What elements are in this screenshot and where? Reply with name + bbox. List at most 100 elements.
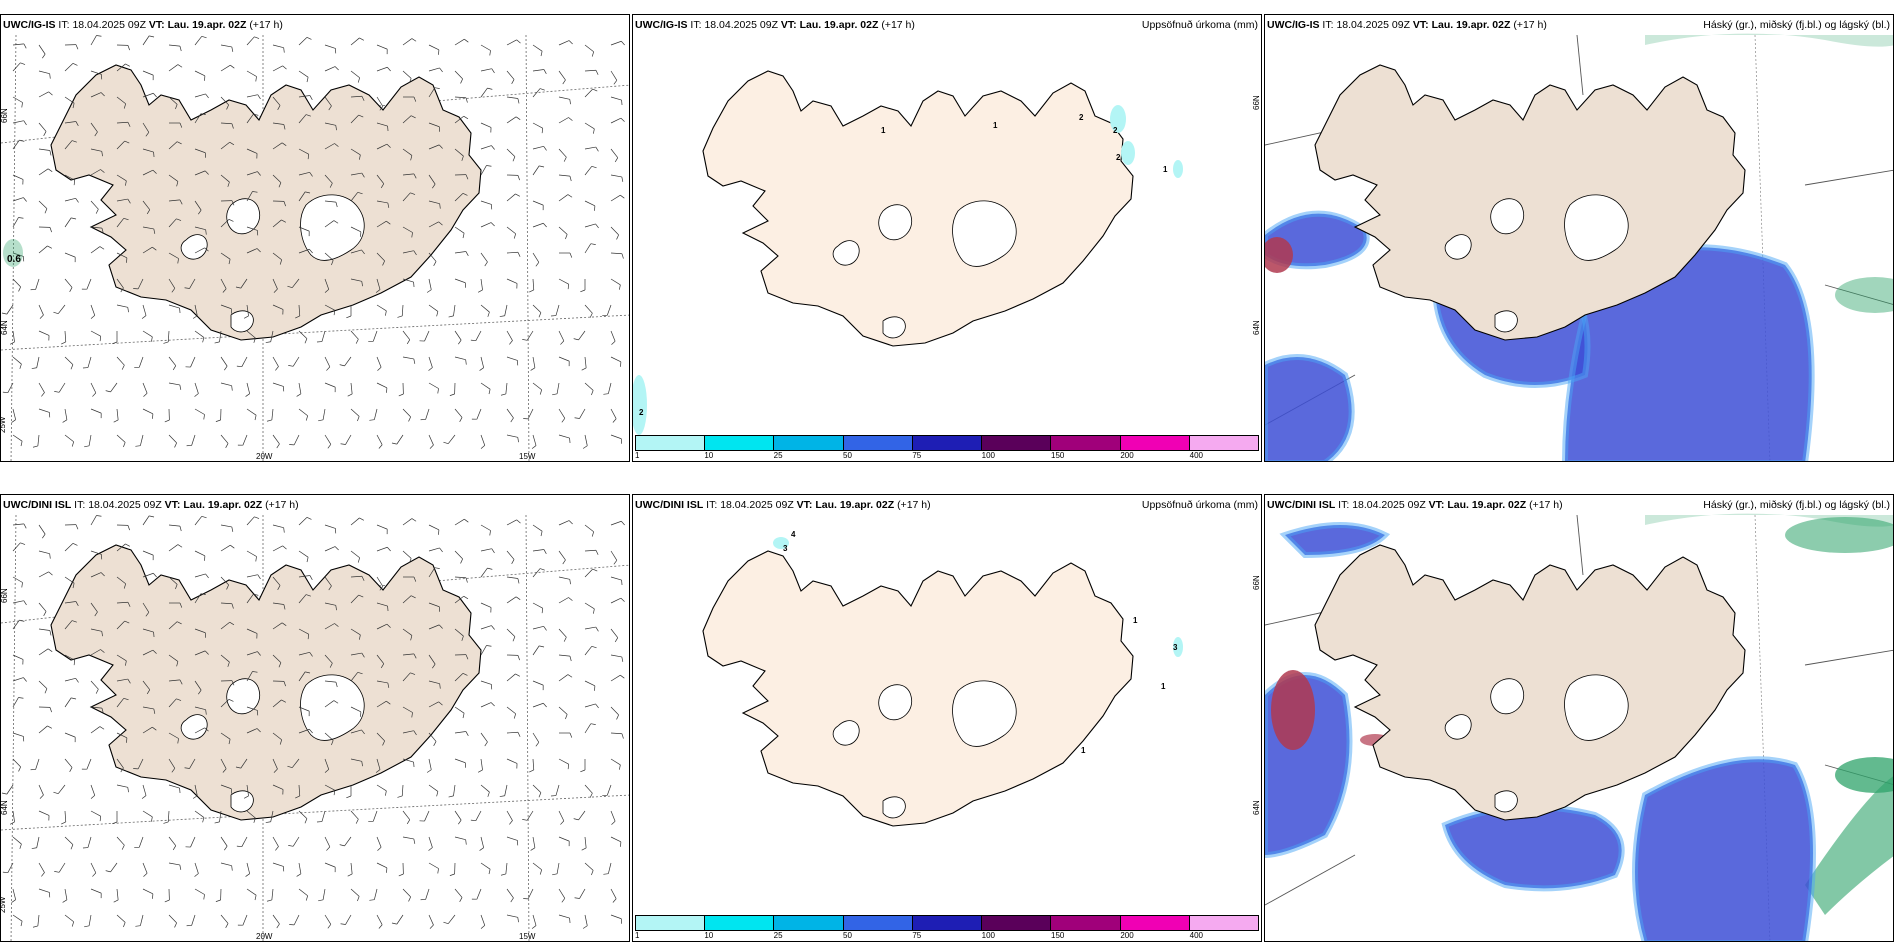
wind-barb [185,356,196,368]
iceland-landmass [50,64,482,341]
wind-barb [506,96,520,104]
colorbar-tick-label: 25 [773,931,783,940]
wind-barb [522,330,534,341]
wind-barb [610,888,617,903]
wind-barb [350,95,365,101]
wind-barb [168,64,183,72]
graticule-line [525,34,530,461]
wind-barb [116,434,126,448]
wind-barb [558,810,565,825]
wind-barb [298,651,313,657]
wind-barb [402,888,411,902]
wind-barb [584,524,595,537]
wind-barb [246,113,259,124]
wind-barb [584,645,597,656]
wind-barb [168,44,182,52]
wind-barb [480,680,493,690]
wind-barb [610,550,618,565]
mid-cloud-area [1445,807,1622,889]
wind-barb [220,356,228,371]
wind-barb [116,304,129,313]
wind-barb [428,382,439,394]
wind-barb [236,836,248,848]
wind-barb [84,914,92,928]
wind-barb [454,518,469,526]
wind-barb [2,382,14,394]
wind-barb [610,576,623,586]
wind-barb [168,141,182,150]
wind-barb [12,252,25,262]
wind-barb [12,654,24,665]
wind-barb [289,434,300,446]
wind-barb [531,914,537,929]
wind-barb [235,758,248,769]
wind-barb [194,382,199,397]
wind-barb [12,732,25,742]
wind-barb [116,278,124,293]
wind-barb [295,784,301,799]
wind-barb [350,191,363,202]
wind-barb [428,44,440,55]
wind-barb [12,120,27,126]
grid-label: 20W [256,932,273,941]
wind-barb [610,148,619,163]
wind-barb [559,252,573,258]
wind-barb [54,862,66,873]
wind-barb [376,700,391,708]
wind-barb [318,888,326,902]
wind-barb [454,251,469,257]
colorbar-tick-label: 50 [843,931,852,940]
wind-barb [116,758,124,773]
wind-barb [402,148,413,161]
wind-barb [31,836,40,849]
wind-barb [324,96,332,111]
glacier-outline [952,680,1017,747]
wind-barb [192,304,198,319]
wind-barb [506,758,518,769]
wind-barb [324,304,336,316]
wind-barb [402,250,417,256]
colorbar-segment [912,436,983,450]
wind-barb [428,524,440,535]
wind-barb [298,70,309,83]
wind-barb [324,623,339,630]
wind-barb [506,330,513,345]
wind-barb [168,654,179,667]
wind-barb [90,784,96,799]
wind-barb [376,66,391,72]
wind-barb [369,888,378,901]
wind-barb [90,382,97,397]
wind-barb [350,671,363,682]
wind-barb [11,408,17,423]
wind-barb [584,69,599,75]
colorbar-segment [982,916,1052,930]
wind-barb [272,654,282,668]
wind-barb [116,252,128,263]
wind-barb [64,217,77,228]
wind-barb [480,304,490,317]
colorbar-tick-label: 200 [1120,931,1134,940]
wind-barb [194,148,206,158]
wind-barb [347,862,353,877]
wind-barb [246,516,260,526]
wind-barb [558,654,572,662]
wind-barb [246,94,261,100]
wind-barb [582,434,588,449]
wind-barb [168,732,179,744]
wind-barb [558,706,568,720]
wind-barb [324,732,334,746]
wind-barb [38,330,50,341]
wind-barb [324,143,339,150]
wind-barb [220,44,234,52]
wind-barb [38,628,52,636]
wind-barb [532,252,540,267]
wind-barb [532,568,545,578]
wind-barb [369,408,378,421]
wind-barb [480,567,493,578]
wind-barb [480,87,493,98]
wind-barb [141,784,147,799]
wind-barb [376,914,383,929]
wind-barb [116,601,131,607]
convective-area [1271,670,1315,750]
precip-area [1110,105,1126,133]
